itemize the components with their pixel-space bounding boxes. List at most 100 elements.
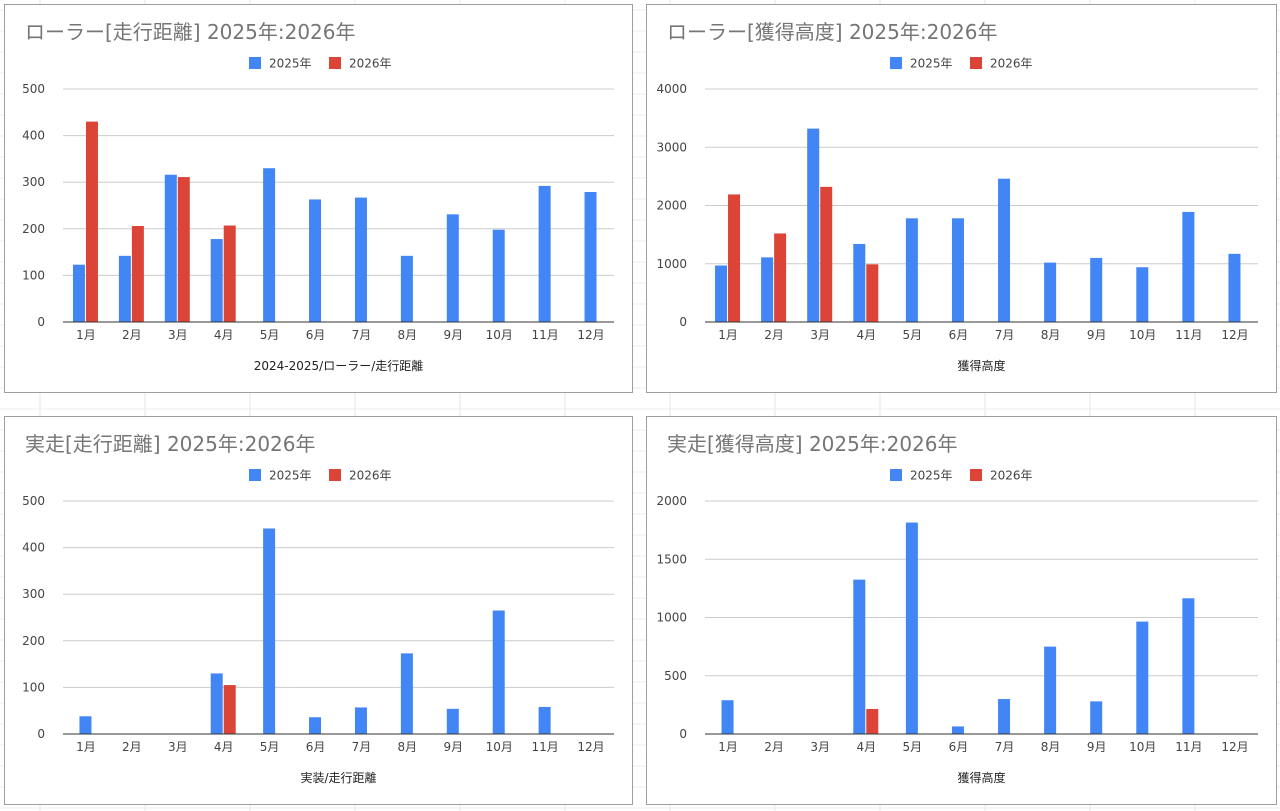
bar-2025-month-11[interactable] [1182,211,1195,322]
chart-roller-elevation[interactable]: ローラー[獲得高度] 2025年:2026年 2025年 2026年 0 1000 200… [646,4,1277,393]
bar-2025-month-10[interactable] [492,610,505,734]
bar-2026-month-4[interactable] [223,225,236,322]
x-tick-label: 5月 [903,740,923,754]
x-tick-label: 3月 [810,740,830,754]
legend-swatch-2025 [890,57,902,69]
bar-2025-month-5[interactable] [905,522,918,734]
bar-2025-month-8[interactable] [400,653,413,734]
x-tick-label: 5月 [260,740,280,754]
x-tick-label: 3月 [168,740,188,754]
bar-2025-month-9[interactable] [1090,701,1103,734]
bar-2025-month-1[interactable] [721,700,734,734]
x-tick-label: 7月 [352,328,372,342]
bar-2025-month-7[interactable] [998,178,1011,322]
y-tick-label: 0 [679,315,687,329]
x-axis-title: 獲得高度 [957,770,1005,785]
x-tick-label: 9月 [443,328,463,342]
chart-svg: 実走[獲得高度] 2025年:2026年 2025年 2026年 0 500 1000 15… [656,432,1258,785]
bar-2025-month-12[interactable] [584,191,597,322]
bar-2025-month-3[interactable] [807,128,820,322]
bar-2026-month-3[interactable] [177,177,190,322]
chart-title: ローラー[獲得高度] 2025年:2026年 [667,20,998,44]
x-tick-label: 10月 [1129,328,1156,342]
bar-2025-month-9[interactable] [446,214,459,322]
x-tick-label: 11月 [1175,740,1202,754]
bar-2025-month-2[interactable] [118,255,131,322]
y-tick-label: 400 [22,129,45,143]
legend-swatch-2026 [329,57,341,69]
y-tick-label: 2000 [656,199,687,213]
bar-2025-month-11[interactable] [538,706,551,734]
bar-2025-month-4[interactable] [853,579,866,734]
legend-swatch-2025 [249,469,261,481]
bar-2025-month-10[interactable] [1136,621,1149,734]
bar-2025-month-5[interactable] [905,218,918,322]
bar-2025-month-8[interactable] [1044,262,1057,322]
x-tick-label: 6月 [306,328,326,342]
y-tick-label: 2000 [656,494,687,508]
bar-2025-month-6[interactable] [951,218,964,322]
x-axis-title: 2024-2025/ローラー/走行距離 [254,359,424,373]
bar-2025-month-10[interactable] [1136,267,1149,322]
bar-2025-month-1[interactable] [715,265,728,322]
bar-2025-month-4[interactable] [853,243,866,322]
bar-2025-month-6[interactable] [309,717,322,734]
x-tick-label: 3月 [168,328,188,342]
bar-2025-month-5[interactable] [263,528,276,734]
legend-swatch-2026 [329,469,341,481]
bar-2026-month-2[interactable] [131,226,144,322]
x-tick-label: 10月 [486,740,513,754]
bar-2026-month-4[interactable] [866,264,879,322]
x-tick-label: 6月 [949,328,969,342]
bar-2025-month-9[interactable] [1090,257,1103,322]
bar-2025-month-3[interactable] [164,174,177,322]
bar-2025-month-6[interactable] [951,726,964,734]
x-tick-label: 9月 [443,740,463,754]
x-tick-label: 2月 [122,328,142,342]
x-tick-label: 1月 [718,328,738,342]
y-tick-label: 4000 [656,82,687,96]
chart-outdoor-elevation[interactable]: 実走[獲得高度] 2025年:2026年 2025年 2026年 0 500 1000 15… [646,416,1277,805]
x-tick-label: 4月 [214,328,234,342]
bar-2025-month-1[interactable] [79,716,92,734]
y-tick-label: 500 [22,82,45,96]
bar-2025-month-4[interactable] [210,673,223,734]
chart-title: ローラー[走行距離] 2025年:2026年 [25,20,356,44]
bar-2025-month-4[interactable] [210,239,223,322]
x-tick-label: 12月 [1221,740,1248,754]
x-tick-label: 12月 [577,328,604,342]
bar-2025-month-7[interactable] [998,699,1011,734]
bar-2026-month-2[interactable] [774,233,787,322]
bar-2025-month-2[interactable] [761,257,774,322]
bar-2026-month-1[interactable] [85,121,98,323]
bar-2025-month-8[interactable] [400,255,413,322]
x-tick-label: 5月 [260,328,280,342]
bar-2026-month-4[interactable] [866,708,879,734]
chart-roller-distance[interactable]: ローラー[走行距離] 2025年:2026年 2025年 2026年 0 100 200 3… [4,4,633,393]
bar-2025-month-10[interactable] [492,229,505,322]
y-tick-label: 300 [22,587,45,601]
bar-2025-month-9[interactable] [446,708,459,734]
x-tick-label: 2月 [764,328,784,342]
bar-2025-month-11[interactable] [538,185,551,322]
bar-2025-month-8[interactable] [1044,646,1057,734]
chart-svg: 実走[走行距離] 2025年:2026年 2025年 2026年 0 100 200 300… [22,432,614,785]
bar-2026-month-1[interactable] [728,194,741,322]
x-tick-label: 7月 [995,740,1015,754]
bar-2026-month-4[interactable] [223,685,236,734]
x-tick-label: 8月 [1041,740,1061,754]
chart-outdoor-distance[interactable]: 実走[走行距離] 2025年:2026年 2025年 2026年 0 100 200 300… [4,416,633,805]
chart-title: 実走[獲得高度] 2025年:2026年 [667,432,958,456]
y-tick-label: 1000 [656,611,687,625]
y-tick-label: 100 [22,680,45,694]
bar-2025-month-6[interactable] [309,199,322,322]
bar-2025-month-12[interactable] [1228,253,1241,322]
bar-2025-month-11[interactable] [1182,598,1195,734]
bar-2025-month-7[interactable] [354,707,367,734]
x-tick-label: 7月 [995,328,1015,342]
bar-2025-month-1[interactable] [72,264,85,322]
x-tick-label: 11月 [1175,328,1202,342]
bar-2025-month-5[interactable] [263,168,276,322]
bar-2025-month-7[interactable] [354,197,367,322]
bar-2026-month-3[interactable] [820,186,833,322]
